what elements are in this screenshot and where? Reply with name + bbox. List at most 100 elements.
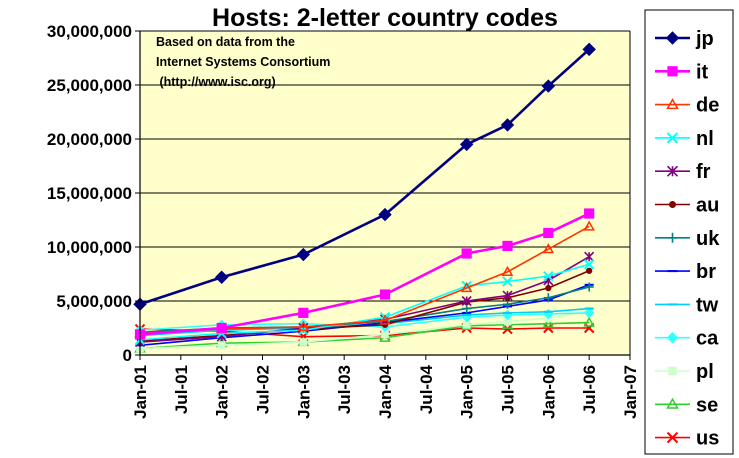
- x-tick-label: Jan-06: [539, 365, 558, 419]
- legend-item-it: it: [655, 61, 709, 83]
- y-tick-label: 0: [123, 346, 132, 365]
- series-line-jp: [139, 48, 591, 306]
- data-point: [666, 397, 679, 409]
- data-point: [666, 431, 679, 444]
- series-line-tw: [139, 307, 590, 337]
- y-tick-label: 20,000,000: [47, 130, 132, 149]
- data-point: [381, 330, 389, 339]
- data-point: [543, 293, 553, 303]
- data-point: [667, 66, 678, 77]
- x-tick-label: Jan-04: [376, 364, 395, 418]
- data-point: [666, 165, 679, 177]
- legend-item-nl: nl: [655, 128, 714, 150]
- legend-item-uk: uk: [655, 228, 720, 250]
- series-jp: [133, 42, 596, 311]
- legend-label-it: it: [696, 61, 709, 83]
- data-point: [583, 307, 595, 319]
- legend-label-fr: fr: [696, 161, 711, 183]
- data-point: [217, 341, 226, 350]
- data-point: [299, 338, 308, 346]
- data-point: [542, 243, 555, 254]
- legend-label-ca: ca: [696, 328, 719, 350]
- data-point: [666, 132, 679, 144]
- data-point: [500, 118, 515, 132]
- legend-item-pl: pl: [655, 361, 714, 383]
- legend-box: [644, 9, 734, 455]
- legend-label-br: br: [696, 261, 716, 283]
- axes: [135, 30, 631, 360]
- legend-item-fr: fr: [655, 161, 711, 183]
- data-point: [503, 299, 512, 309]
- source-note-line-1: Based on data from the: [156, 35, 295, 49]
- data-point: [667, 232, 678, 243]
- source-note-line-3: (http://www.isc.org): [156, 75, 276, 89]
- x-tick-label: Jan-03: [294, 365, 313, 419]
- series-line-nl: [139, 263, 590, 341]
- legend-item-se: se: [655, 394, 718, 416]
- data-point: [583, 316, 595, 327]
- legend-item-ca: ca: [655, 328, 719, 350]
- y-tick-labels: 0 5,000,000 10,000,000 15,000,000 20,000,000…: [47, 22, 132, 365]
- data-point: [669, 201, 676, 208]
- data-point: [583, 220, 595, 231]
- data-point: [583, 322, 595, 334]
- y-tick-label: 5,000,000: [56, 292, 132, 311]
- data-point: [582, 42, 596, 57]
- data-point: [296, 247, 311, 262]
- series-line-pl: [139, 309, 590, 350]
- series-line-it: [139, 212, 590, 336]
- data-point: [583, 259, 595, 270]
- data-point: [297, 320, 310, 332]
- x-tick-label: Jul-02: [254, 365, 273, 414]
- x-tick-label: Jan-05: [458, 365, 477, 419]
- data-point: [502, 276, 513, 287]
- legend-label-jp: jp: [695, 28, 714, 50]
- data-point: [584, 282, 594, 292]
- legend-item-au: au: [655, 195, 719, 217]
- data-point: [216, 322, 227, 334]
- x-tick-label: Jan-01: [131, 365, 150, 419]
- data-point: [503, 317, 512, 326]
- x-tick-label: Jul-04: [417, 364, 436, 414]
- x-tick-label: Jul-06: [580, 365, 599, 414]
- data-point: [462, 320, 471, 329]
- data-point: [545, 284, 552, 292]
- legend-label-au: au: [696, 195, 719, 217]
- legend-item-br: br: [655, 261, 716, 283]
- legend-label-uk: uk: [696, 228, 720, 250]
- data-point: [460, 282, 473, 293]
- data-point: [543, 227, 554, 239]
- legend-label-us: us: [696, 428, 719, 450]
- data-point: [543, 270, 554, 282]
- x-tick-label: Jan-07: [621, 365, 640, 419]
- y-tick-label: 25,000,000: [47, 76, 132, 95]
- legend-item-tw: tw: [655, 294, 719, 316]
- legend: jp it de nl fr au uk br tw ca pl se us: [644, 9, 734, 455]
- data-point: [298, 307, 309, 318]
- legend-label-pl: pl: [696, 361, 714, 383]
- legend-item-de: de: [655, 95, 719, 117]
- data-point: [379, 289, 391, 300]
- data-point: [501, 265, 514, 276]
- data-point: [378, 207, 392, 222]
- series-line-de: [139, 225, 590, 335]
- x-tick-label: Jul-01: [172, 365, 191, 414]
- data-point: [542, 317, 555, 328]
- data-point: [666, 98, 679, 110]
- legend-label-de: de: [696, 95, 719, 117]
- legend-label-tw: tw: [696, 294, 719, 316]
- x-tick-label: Jul-03: [335, 365, 354, 414]
- x-tick-labels: Jan-01 Jul-01 Jan-02 Jul-02 Jan-03 Jul-03 Jan-…: [131, 364, 640, 418]
- legend-item-jp: jp: [655, 28, 714, 50]
- x-tick-label: Jan-02: [213, 365, 232, 419]
- series-line-uk: [139, 286, 590, 334]
- x-tick-label: Jul-05: [499, 365, 518, 414]
- series-line-fr: [139, 256, 590, 343]
- chart-title: Hosts: 2-letter country codes: [212, 4, 558, 32]
- data-point: [214, 270, 229, 284]
- data-point: [665, 31, 680, 45]
- data-point: [462, 304, 472, 314]
- y-tick-label: 10,000,000: [47, 238, 132, 257]
- legend-label-se: se: [696, 394, 718, 416]
